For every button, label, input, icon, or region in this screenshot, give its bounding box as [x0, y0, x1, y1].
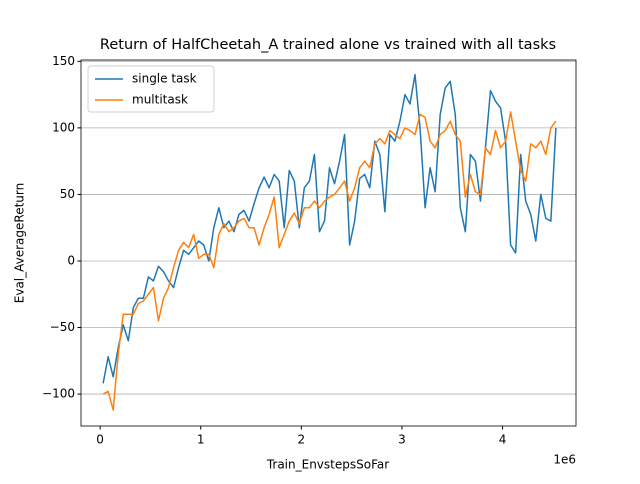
x-tick-label: 4: [499, 433, 507, 447]
y-tick-label: 100: [52, 120, 75, 134]
y-axis-label: Eval_AverageReturn: [13, 183, 27, 303]
y-tick-label: 0: [67, 253, 75, 267]
legend-label: single task: [132, 72, 197, 86]
x-offset-label: 1e6: [553, 453, 576, 467]
legend-label: multitask: [132, 93, 188, 107]
y-tick-label: 50: [60, 187, 75, 201]
y-tick-label: −100: [42, 387, 75, 401]
data-line: [102, 111, 557, 411]
x-axis-label: Train_EnvstepsSoFar: [266, 458, 389, 472]
x-tick-label: 2: [298, 433, 306, 447]
x-tick-label: 3: [398, 433, 406, 447]
data-line: [102, 73, 557, 384]
plot-frame: [80, 59, 577, 427]
y-tick-label: 150: [52, 54, 75, 68]
chart-title: Return of HalfCheetah_A trained alone vs…: [100, 37, 556, 53]
y-tick-label: −50: [50, 320, 75, 334]
x-tick-label: 1: [197, 433, 205, 447]
x-tick-label: 0: [96, 433, 104, 447]
